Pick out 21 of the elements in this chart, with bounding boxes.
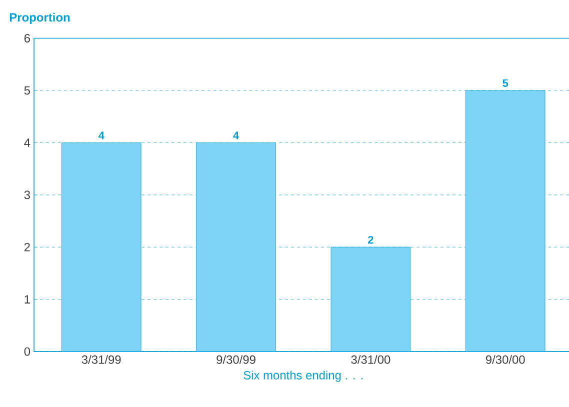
data-label: 4	[233, 132, 240, 140]
y-tick-label: 1	[24, 295, 30, 304]
x-axis-title: Six months ending . . .	[244, 370, 363, 382]
bar	[465, 90, 546, 352]
y-tick-label: 4	[24, 138, 30, 147]
y-tick-label: 6	[24, 34, 30, 43]
y-tick-label: 2	[24, 243, 30, 252]
x-tick-label: 3/31/00	[351, 355, 390, 364]
y-tick-label: 3	[24, 190, 30, 200]
x-tick-label: 9/30/99	[216, 355, 256, 364]
data-label: 4	[98, 132, 104, 140]
x-tick-label: 3/31/99	[82, 355, 121, 364]
y-axis-title: Proportion	[10, 12, 70, 24]
data-label: 5	[502, 79, 508, 88]
bar	[61, 142, 142, 352]
x-tick-label: 9/30/00	[486, 355, 525, 364]
bar	[196, 142, 276, 352]
bar	[330, 247, 411, 352]
y-tick-label: 0	[24, 347, 30, 356]
data-label: 2	[368, 236, 374, 244]
y-tick-label: 5	[24, 86, 30, 95]
